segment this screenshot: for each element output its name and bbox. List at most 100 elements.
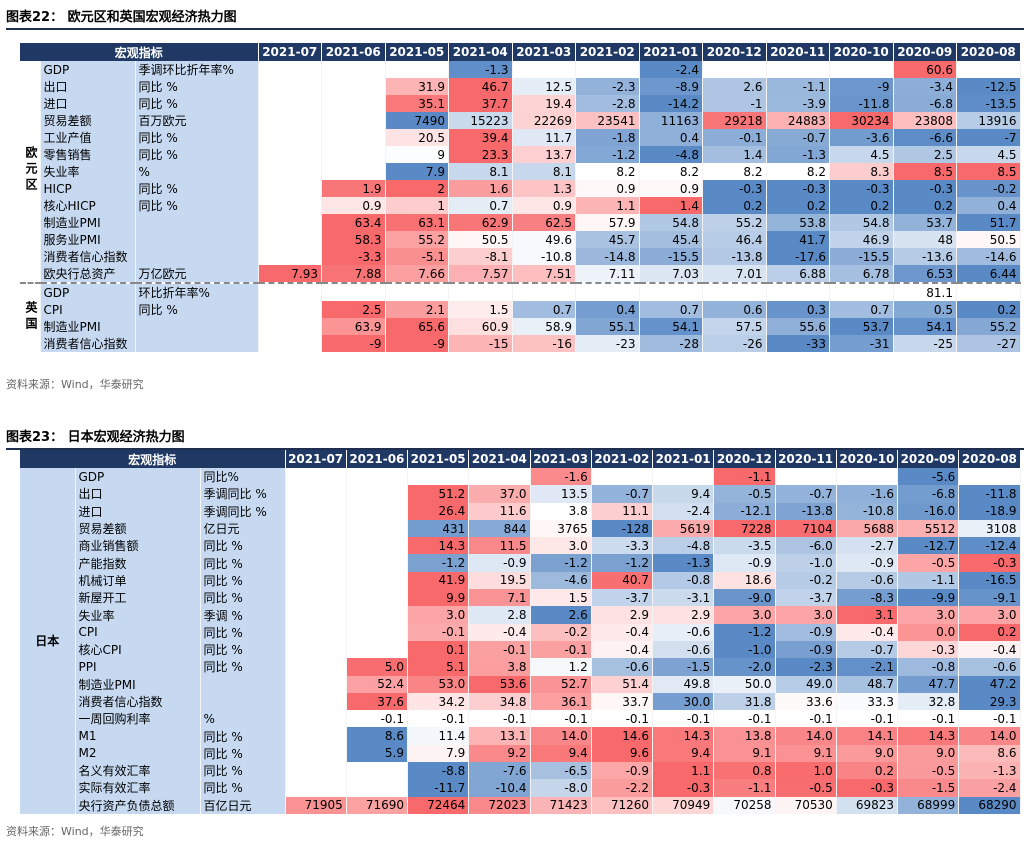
heat-cell: 1.5 [448, 301, 513, 318]
heat-cell: 1.5 [530, 589, 592, 607]
heat-cell: 1.1 [652, 762, 715, 780]
heat-cell: 3.0 [530, 537, 592, 555]
empty-cell [285, 675, 347, 693]
empty-cell [407, 468, 470, 486]
column-header: 2021-02 [591, 450, 654, 468]
indicator-unit: 同比 % [200, 744, 286, 763]
heat-cell: -0.2 [956, 180, 1021, 197]
heat-cell: 0.1 [407, 640, 470, 659]
empty-cell [285, 710, 347, 728]
heat-cell: -0.1 [407, 710, 470, 728]
empty-cell [285, 762, 347, 780]
empty-cell [321, 163, 386, 180]
heat-cell: 0.2 [702, 197, 767, 214]
heat-cell: -13.8 [775, 502, 837, 520]
heat-cell: 0.4 [639, 129, 703, 146]
empty-cell [285, 606, 347, 624]
data-row: 工业产值 同比 % 20.5 39.4 11.7 -1.8 0.4 -0.1 -0.7 -3.6-… [20, 129, 1021, 146]
heat-cell: -1.2 [591, 554, 654, 572]
empty-cell [285, 502, 347, 520]
heat-cell: 36.1 [530, 692, 592, 711]
indicator-unit: 同比 % [135, 180, 259, 197]
group-label: 日本 [20, 468, 76, 814]
data-row: CPI 同比 % 2.5 2.1 1.5 0.7 0.4 0.7 0.6 0.3 0.7 0.5 0.2 [20, 301, 1021, 318]
heat-cell: 1.4 [702, 146, 767, 163]
column-header: 2021-05 [407, 450, 470, 468]
empty-cell [829, 61, 894, 78]
heat-cell: 60.9 [448, 318, 513, 335]
data-row: 贸易差额 百万欧元 7490 15223 22269 23541 11163 29218 248… [20, 112, 1021, 129]
indicator-name: 制造业PMI [40, 318, 136, 335]
heat-cell: 8.2 [575, 163, 640, 180]
heat-cell: -1.2 [530, 554, 592, 572]
empty-cell [258, 335, 322, 352]
heat-cell: 3.0 [958, 606, 1021, 624]
heat-cell: 7.51 [512, 265, 576, 283]
heat-cell: -1.0 [713, 640, 776, 659]
empty-cell [346, 571, 409, 590]
heat-cell: 65.6 [385, 318, 449, 335]
header-row: 宏观指标 2021-07 2021-06 2021-05 2021-04 2021-03 2… [20, 43, 1021, 61]
column-header: 2020-12 [713, 450, 776, 468]
heat-cell: 1.0 [775, 762, 837, 780]
column-header: 2021-07 [285, 450, 347, 468]
heat-cell: -8.9 [639, 78, 703, 95]
column-header: 2020-08 [956, 43, 1021, 61]
heat-cell: 29218 [702, 112, 767, 129]
column-header: 2021-02 [575, 43, 640, 61]
heat-cell: 72023 [468, 796, 531, 814]
heat-cell: -8.8 [407, 762, 470, 780]
heat-cell: -0.7 [775, 485, 837, 503]
heat-cell: 31.8 [713, 692, 776, 711]
column-header: 2021-07 [258, 43, 322, 61]
heat-cell: -4.8 [652, 537, 715, 555]
heat-cell: 18.6 [713, 571, 776, 590]
heat-cell: -2.2 [591, 779, 654, 797]
heat-cell: -25 [893, 335, 957, 352]
heat-cell: 8.2 [766, 163, 830, 180]
heat-cell: -0.6 [652, 623, 715, 641]
heat-cell: 0.7 [512, 301, 576, 318]
empty-cell [346, 468, 409, 486]
heat-cell: 7.01 [702, 265, 767, 283]
heat-cell: -2.8 [575, 95, 640, 112]
heat-cell: -1.0 [775, 554, 837, 572]
heat-cell: -0.1 [530, 710, 592, 728]
column-header: 2020-11 [775, 450, 837, 468]
heat-cell: 8.6 [958, 744, 1021, 763]
empty-cell [285, 571, 347, 590]
heat-cell: 3765 [530, 519, 592, 538]
heat-cell: -1 [702, 95, 767, 112]
empty-cell [468, 468, 531, 486]
indicator-unit: 季调同比 % [200, 502, 286, 520]
empty-cell [258, 129, 322, 146]
data-row: 英国 GDP 环比折年率% 81.1 [20, 282, 1021, 352]
empty-cell [702, 61, 767, 78]
indicator-unit: 同比 % [200, 589, 286, 607]
indicator-unit: % [135, 163, 259, 180]
heat-cell: -0.9 [713, 554, 776, 572]
heat-cell: 19.5 [468, 571, 531, 590]
heat-cell: 45.7 [575, 231, 640, 248]
heat-cell: -11.8 [829, 95, 894, 112]
heat-cell: 33.7 [591, 692, 654, 711]
heat-cell: -2.7 [836, 537, 899, 555]
heat-cell: -0.6 [836, 571, 899, 590]
heat-cell: 0.2 [836, 762, 899, 780]
heat-cell: 19.4 [512, 95, 576, 112]
empty-cell [258, 78, 322, 95]
heat-cell: 9.4 [652, 485, 715, 503]
data-row: CPI 同比 % -0.1 -0.4 -0.2 -0.4 -0.6 -1.2 -0.9 -0.4 0… [20, 623, 1021, 641]
data-row: 消费者信心指数 -9 -9 -15 -16 -23 -28 -26 -33 -31 -25 -27 [20, 335, 1021, 352]
heat-cell: 0.4 [575, 301, 640, 318]
heat-cell: 54.8 [639, 214, 703, 231]
indicator-unit: 同比 % [200, 554, 286, 572]
heat-cell: 53.7 [893, 214, 957, 231]
indicator-unit [135, 231, 259, 248]
heat-cell: 46.7 [448, 78, 513, 95]
indicator-name: 核心HICP [40, 197, 136, 214]
heat-cell: 0.2 [958, 623, 1021, 641]
heat-cell: -12.1 [713, 502, 776, 520]
heat-cell: 11.4 [407, 727, 470, 745]
heat-cell: 15223 [448, 112, 513, 129]
